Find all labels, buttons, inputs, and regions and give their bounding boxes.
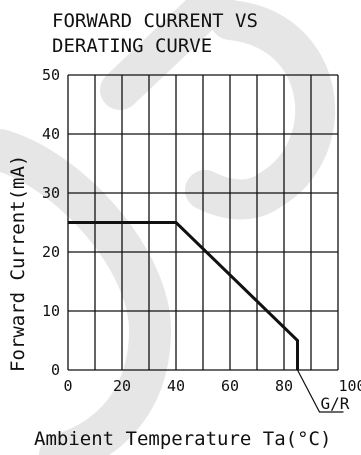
series-layer: G/R xyxy=(68,221,350,413)
y-tick-label: 40 xyxy=(42,125,60,143)
y-tick-label: 50 xyxy=(42,66,60,84)
y-axis-label: Forward Current(mA) xyxy=(7,155,29,372)
x-tick-labels: 0 20 40 60 80 100 xyxy=(63,377,361,395)
series-label-leader xyxy=(296,369,344,413)
y-tick-label: 10 xyxy=(42,302,60,320)
series-label: G/R xyxy=(321,394,350,413)
y-tick-labels: 0 10 20 30 40 50 xyxy=(42,66,60,379)
y-tick-label: 0 xyxy=(51,361,60,379)
x-axis-label: Ambient Temperature Ta(°C) xyxy=(34,428,331,450)
x-tick-label: 100 xyxy=(338,377,361,395)
x-tick-label: 0 xyxy=(63,377,72,395)
x-tick-label: 60 xyxy=(221,377,239,395)
x-tick-label: 80 xyxy=(275,377,293,395)
chart-title-line-1: FORWARD CURRENT VS xyxy=(52,10,258,32)
x-tick-label: 40 xyxy=(167,377,185,395)
y-tick-label: 30 xyxy=(42,184,60,202)
watermark-loop xyxy=(185,0,336,220)
y-tick-label: 20 xyxy=(42,243,60,261)
x-tick-label: 20 xyxy=(113,377,131,395)
chart-title-line-2: DERATING CURVE xyxy=(52,35,212,57)
series-line xyxy=(68,221,299,370)
